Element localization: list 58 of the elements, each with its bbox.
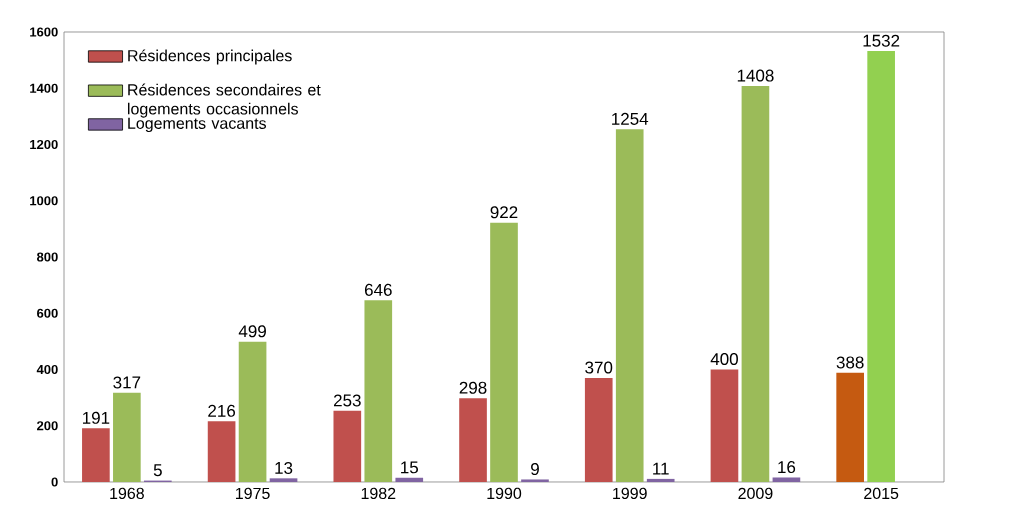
bar: [207, 421, 236, 482]
data-label: 5: [153, 464, 162, 477]
data-label: 9: [531, 463, 539, 476]
x-tick-label: 1982: [361, 487, 396, 500]
bar: [459, 398, 487, 482]
y-tick-label: 1600: [30, 27, 58, 37]
data-label: 13: [275, 461, 293, 474]
data-label: 499: [238, 325, 266, 338]
bar: [646, 478, 675, 482]
bar: [269, 478, 298, 482]
y-tick-label: 200: [37, 421, 58, 431]
bar: [741, 85, 770, 482]
x-tick-label: 1968: [110, 487, 144, 500]
legend-label: Résidences secondaires et logements occasionnels: [128, 83, 321, 118]
y-tick-label: 1000: [30, 196, 58, 206]
bar: [333, 410, 362, 482]
bar: [82, 428, 110, 482]
y-tick-label: 400: [36, 364, 58, 375]
bar: [238, 341, 267, 482]
x-tick-label: 2015: [864, 487, 899, 500]
y-tick-label: 800: [36, 252, 58, 262]
data-label: 1254: [612, 112, 649, 125]
y-tick-label: 1400: [30, 83, 58, 93]
data-label: 216: [208, 404, 236, 417]
legend-label: Résidences principales: [128, 49, 292, 65]
bar: [615, 129, 644, 482]
data-label: 11: [653, 462, 669, 475]
legend-label: Logements vacants: [128, 117, 266, 133]
y-tick-label: 600: [37, 308, 58, 318]
data-label: 298: [459, 381, 487, 394]
data-label: 253: [333, 394, 361, 407]
x-tick-label: 1975: [236, 487, 270, 500]
data-label: 191: [82, 411, 110, 424]
bar: [395, 477, 424, 482]
bar: [710, 369, 739, 482]
bar: [584, 377, 613, 482]
data-label: 15: [401, 461, 419, 474]
bar: [490, 222, 518, 482]
bar: [113, 392, 141, 482]
bar: [364, 300, 393, 482]
bar: [521, 479, 549, 482]
bar: [867, 51, 895, 482]
y-tick-label: 0: [51, 477, 58, 487]
data-label: 317: [113, 376, 141, 389]
x-tick-label: 1990: [487, 487, 522, 500]
data-label: 922: [490, 206, 518, 219]
data-label: 1532: [863, 34, 900, 47]
x-tick-label: 1999: [613, 487, 647, 500]
y-tick-label: 1200: [30, 139, 58, 150]
data-label: 388: [836, 356, 864, 369]
data-label: 400: [710, 353, 738, 366]
data-label: 16: [778, 461, 796, 474]
data-label: 370: [585, 361, 613, 374]
bar: [772, 477, 801, 482]
bar: [836, 372, 864, 482]
data-label: 1408: [737, 69, 774, 82]
data-label: 646: [364, 283, 392, 296]
x-tick-label: 2009: [738, 487, 773, 500]
